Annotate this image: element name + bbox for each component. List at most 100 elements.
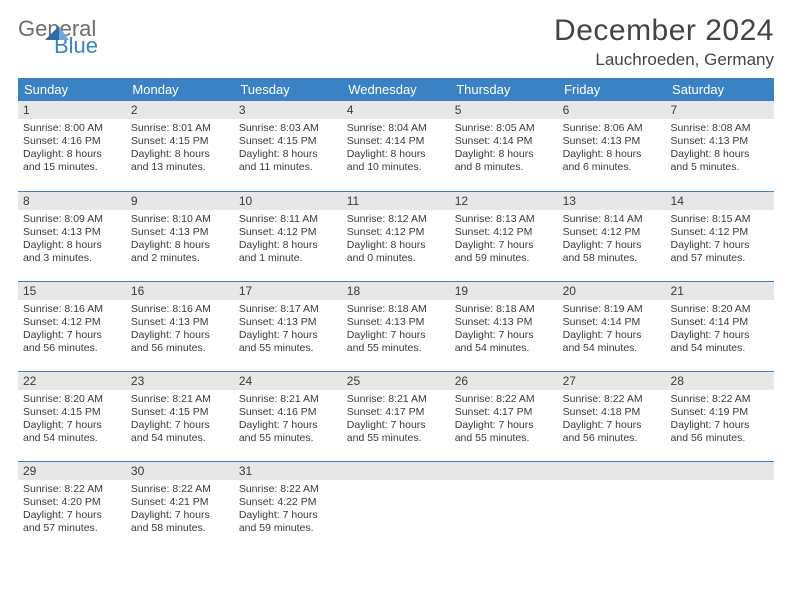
day-data: Sunrise: 8:01 AMSunset: 4:15 PMDaylight:… — [126, 119, 234, 178]
sunset-line: Sunset: 4:12 PM — [347, 226, 425, 238]
weekday-header: Sunday — [18, 78, 126, 101]
day-data: Sunrise: 8:22 AMSunset: 4:22 PMDaylight:… — [234, 480, 342, 539]
sunrise-line: Sunrise: 8:15 AM — [671, 213, 751, 225]
sunrise-line: Sunrise: 8:13 AM — [455, 213, 535, 225]
daylight-line: Daylight: 7 hours and 56 minutes. — [23, 329, 102, 354]
daylight-line: Daylight: 7 hours and 56 minutes. — [131, 329, 210, 354]
day-number: 15 — [18, 282, 126, 300]
day-number: 14 — [666, 192, 774, 210]
sunset-line: Sunset: 4:15 PM — [239, 135, 317, 147]
day-number: 16 — [126, 282, 234, 300]
daylight-line: Daylight: 8 hours and 8 minutes. — [455, 148, 534, 173]
day-data: Sunrise: 8:18 AMSunset: 4:13 PMDaylight:… — [342, 300, 450, 359]
day-data — [450, 480, 558, 486]
calendar-cell: 22Sunrise: 8:20 AMSunset: 4:15 PMDayligh… — [18, 371, 126, 461]
day-number: 19 — [450, 282, 558, 300]
calendar-cell: 21Sunrise: 8:20 AMSunset: 4:14 PMDayligh… — [666, 281, 774, 371]
day-data — [342, 480, 450, 486]
day-data: Sunrise: 8:15 AMSunset: 4:12 PMDaylight:… — [666, 210, 774, 269]
sunset-line: Sunset: 4:17 PM — [455, 406, 533, 418]
daylight-line: Daylight: 7 hours and 54 minutes. — [671, 329, 750, 354]
sunrise-line: Sunrise: 8:16 AM — [131, 303, 211, 315]
day-data — [558, 480, 666, 486]
location-subtitle: Lauchroeden, Germany — [554, 50, 774, 70]
title-block: December 2024 Lauchroeden, Germany — [554, 14, 774, 70]
calendar-cell: 19Sunrise: 8:18 AMSunset: 4:13 PMDayligh… — [450, 281, 558, 371]
sunrise-line: Sunrise: 8:12 AM — [347, 213, 427, 225]
sunset-line: Sunset: 4:15 PM — [131, 135, 209, 147]
sunrise-line: Sunrise: 8:14 AM — [563, 213, 643, 225]
sunset-line: Sunset: 4:16 PM — [23, 135, 101, 147]
day-data: Sunrise: 8:13 AMSunset: 4:12 PMDaylight:… — [450, 210, 558, 269]
daylight-line: Daylight: 7 hours and 55 minutes. — [455, 419, 534, 444]
calendar-week-row: 1Sunrise: 8:00 AMSunset: 4:16 PMDaylight… — [18, 101, 774, 191]
daylight-line: Daylight: 7 hours and 54 minutes. — [23, 419, 102, 444]
sunset-line: Sunset: 4:16 PM — [239, 406, 317, 418]
day-data: Sunrise: 8:05 AMSunset: 4:14 PMDaylight:… — [450, 119, 558, 178]
calendar-cell: 10Sunrise: 8:11 AMSunset: 4:12 PMDayligh… — [234, 191, 342, 281]
sunset-line: Sunset: 4:12 PM — [455, 226, 533, 238]
weekday-header: Friday — [558, 78, 666, 101]
day-number: 1 — [18, 101, 126, 119]
day-data: Sunrise: 8:22 AMSunset: 4:19 PMDaylight:… — [666, 390, 774, 449]
day-number: 8 — [18, 192, 126, 210]
day-data: Sunrise: 8:20 AMSunset: 4:14 PMDaylight:… — [666, 300, 774, 359]
calendar-cell: 27Sunrise: 8:22 AMSunset: 4:18 PMDayligh… — [558, 371, 666, 461]
sunrise-line: Sunrise: 8:06 AM — [563, 122, 643, 134]
daylight-line: Daylight: 7 hours and 57 minutes. — [671, 239, 750, 264]
sunrise-line: Sunrise: 8:08 AM — [671, 122, 751, 134]
calendar-cell: 3Sunrise: 8:03 AMSunset: 4:15 PMDaylight… — [234, 101, 342, 191]
sunrise-line: Sunrise: 8:16 AM — [23, 303, 103, 315]
calendar-week-row: 29Sunrise: 8:22 AMSunset: 4:20 PMDayligh… — [18, 461, 774, 551]
day-number: 30 — [126, 462, 234, 480]
daylight-line: Daylight: 8 hours and 13 minutes. — [131, 148, 210, 173]
day-number — [666, 462, 774, 480]
calendar-body: 1Sunrise: 8:00 AMSunset: 4:16 PMDaylight… — [18, 101, 774, 551]
sunrise-line: Sunrise: 8:01 AM — [131, 122, 211, 134]
day-data: Sunrise: 8:22 AMSunset: 4:17 PMDaylight:… — [450, 390, 558, 449]
day-data: Sunrise: 8:10 AMSunset: 4:13 PMDaylight:… — [126, 210, 234, 269]
day-number: 10 — [234, 192, 342, 210]
daylight-line: Daylight: 8 hours and 2 minutes. — [131, 239, 210, 264]
day-number: 25 — [342, 372, 450, 390]
calendar-cell: 6Sunrise: 8:06 AMSunset: 4:13 PMDaylight… — [558, 101, 666, 191]
calendar-cell: 14Sunrise: 8:15 AMSunset: 4:12 PMDayligh… — [666, 191, 774, 281]
day-data: Sunrise: 8:21 AMSunset: 4:16 PMDaylight:… — [234, 390, 342, 449]
sunset-line: Sunset: 4:21 PM — [131, 496, 209, 508]
day-data: Sunrise: 8:20 AMSunset: 4:15 PMDaylight:… — [18, 390, 126, 449]
daylight-line: Daylight: 8 hours and 10 minutes. — [347, 148, 426, 173]
calendar-week-row: 8Sunrise: 8:09 AMSunset: 4:13 PMDaylight… — [18, 191, 774, 281]
sunset-line: Sunset: 4:22 PM — [239, 496, 317, 508]
calendar-cell — [450, 461, 558, 551]
sunset-line: Sunset: 4:14 PM — [563, 316, 641, 328]
day-number: 28 — [666, 372, 774, 390]
weekday-header: Wednesday — [342, 78, 450, 101]
sunrise-line: Sunrise: 8:04 AM — [347, 122, 427, 134]
month-title: December 2024 — [554, 14, 774, 48]
day-number: 17 — [234, 282, 342, 300]
daylight-line: Daylight: 7 hours and 59 minutes. — [239, 509, 318, 534]
calendar-cell: 20Sunrise: 8:19 AMSunset: 4:14 PMDayligh… — [558, 281, 666, 371]
sunrise-line: Sunrise: 8:19 AM — [563, 303, 643, 315]
day-number: 6 — [558, 101, 666, 119]
day-data: Sunrise: 8:04 AMSunset: 4:14 PMDaylight:… — [342, 119, 450, 178]
day-number: 9 — [126, 192, 234, 210]
calendar-cell: 8Sunrise: 8:09 AMSunset: 4:13 PMDaylight… — [18, 191, 126, 281]
sunset-line: Sunset: 4:12 PM — [671, 226, 749, 238]
sunset-line: Sunset: 4:12 PM — [239, 226, 317, 238]
calendar-cell: 9Sunrise: 8:10 AMSunset: 4:13 PMDaylight… — [126, 191, 234, 281]
daylight-line: Daylight: 7 hours and 55 minutes. — [239, 419, 318, 444]
day-number: 26 — [450, 372, 558, 390]
calendar-cell: 29Sunrise: 8:22 AMSunset: 4:20 PMDayligh… — [18, 461, 126, 551]
sunrise-line: Sunrise: 8:22 AM — [23, 483, 103, 495]
day-number: 3 — [234, 101, 342, 119]
daylight-line: Daylight: 8 hours and 0 minutes. — [347, 239, 426, 264]
calendar-cell: 13Sunrise: 8:14 AMSunset: 4:12 PMDayligh… — [558, 191, 666, 281]
sunset-line: Sunset: 4:13 PM — [347, 316, 425, 328]
sunset-line: Sunset: 4:17 PM — [347, 406, 425, 418]
day-data: Sunrise: 8:22 AMSunset: 4:18 PMDaylight:… — [558, 390, 666, 449]
day-data: Sunrise: 8:16 AMSunset: 4:13 PMDaylight:… — [126, 300, 234, 359]
daylight-line: Daylight: 7 hours and 57 minutes. — [23, 509, 102, 534]
sunrise-line: Sunrise: 8:18 AM — [455, 303, 535, 315]
weekday-header: Saturday — [666, 78, 774, 101]
